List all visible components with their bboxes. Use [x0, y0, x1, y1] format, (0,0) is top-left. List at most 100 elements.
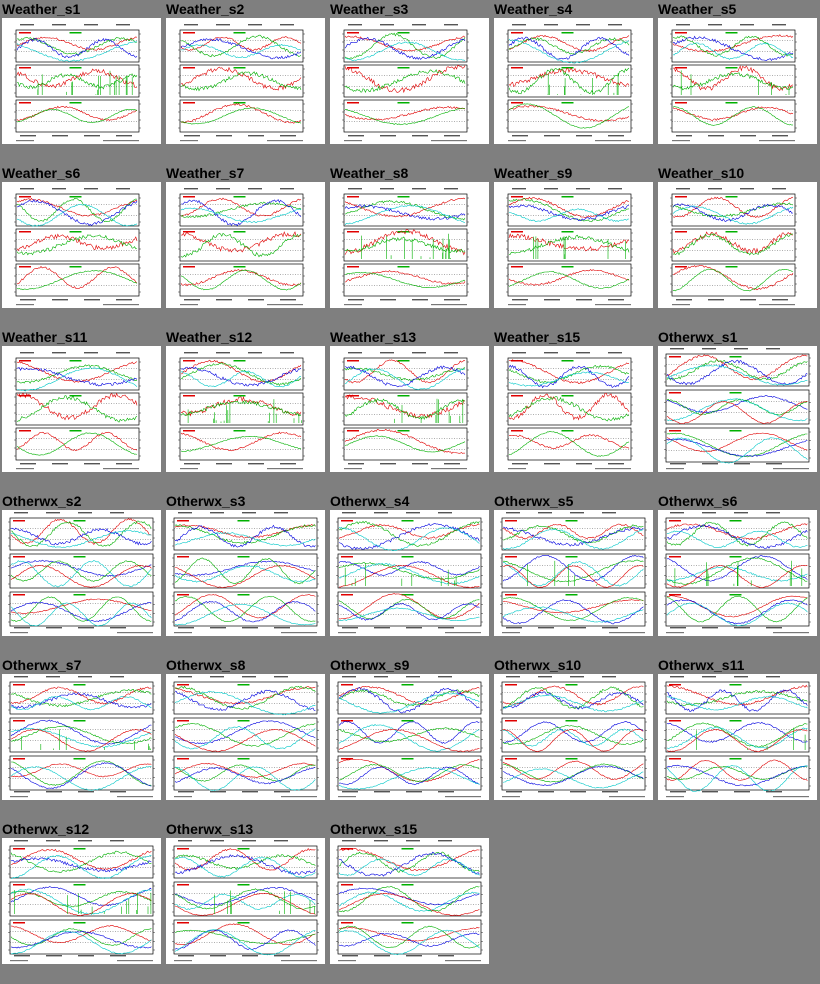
- thumbnail-cell: Weather_s10: [656, 164, 820, 328]
- thumbnail-title: Weather_s13: [330, 329, 417, 345]
- plot-thumbnail-graphic: [658, 182, 817, 308]
- plot-thumbnail[interactable]: [494, 182, 653, 308]
- plot-thumbnail[interactable]: [2, 838, 161, 964]
- plot-thumbnail[interactable]: [330, 346, 489, 472]
- thumbnail-title: Otherwx_s15: [330, 821, 418, 837]
- thumbnail-cell: Weather_s4: [492, 0, 656, 164]
- thumbnail-cell: Weather_s3: [328, 0, 492, 164]
- thumbnail-cell: Weather_s15: [492, 328, 656, 492]
- thumbnail-cell: Otherwx_s13: [164, 820, 328, 984]
- plot-thumbnail-graphic: [2, 18, 161, 144]
- plot-thumbnail-graphic: [166, 346, 325, 472]
- plot-thumbnail-graphic: [330, 674, 489, 800]
- plot-thumbnail[interactable]: [166, 18, 325, 144]
- plot-thumbnail-graphic: [494, 510, 653, 636]
- thumbnail-title: Weather_s8: [330, 165, 409, 181]
- thumbnail-cell: Otherwx_s5: [492, 492, 656, 656]
- plot-thumbnail-graphic: [494, 346, 653, 472]
- plot-thumbnail[interactable]: [166, 346, 325, 472]
- thumbnail-title: Weather_s10: [658, 165, 745, 181]
- plot-thumbnail-graphic: [658, 510, 817, 636]
- thumbnail-cell: Otherwx_s7: [0, 656, 164, 820]
- thumbnail-cell: Otherwx_s9: [328, 656, 492, 820]
- plot-thumbnail[interactable]: [658, 674, 817, 800]
- plot-thumbnail-graphic: [494, 182, 653, 308]
- thumbnail-title: Otherwx_s3: [166, 493, 246, 509]
- thumbnail-title: Weather_s12: [166, 329, 253, 345]
- thumbnail-title: Weather_s11: [2, 329, 88, 345]
- thumbnail-title: Weather_s15: [494, 329, 581, 345]
- plot-thumbnail[interactable]: [2, 674, 161, 800]
- plot-thumbnail[interactable]: [2, 510, 161, 636]
- plot-thumbnail[interactable]: [330, 510, 489, 636]
- plot-thumbnail-graphic: [658, 674, 817, 800]
- plot-thumbnail[interactable]: [494, 346, 653, 472]
- plot-thumbnail-graphic: [330, 182, 489, 308]
- plot-thumbnail[interactable]: [2, 182, 161, 308]
- plot-thumbnail[interactable]: [330, 674, 489, 800]
- thumbnail-title: Weather_s4: [494, 1, 573, 17]
- plot-thumbnail-graphic: [330, 510, 489, 636]
- thumbnail-cell: Weather_s13: [328, 328, 492, 492]
- thumbnail-cell: Otherwx_s11: [656, 656, 820, 820]
- plot-thumbnail[interactable]: [2, 346, 161, 472]
- plot-thumbnail[interactable]: [494, 510, 653, 636]
- thumbnail-cell: Otherwx_s8: [164, 656, 328, 820]
- thumbnail-title: Weather_s3: [330, 1, 409, 17]
- plot-thumbnail[interactable]: [658, 18, 817, 144]
- plot-thumbnail[interactable]: [166, 182, 325, 308]
- plot-thumbnail-graphic: [2, 346, 161, 472]
- plot-thumbnail-graphic: [494, 18, 653, 144]
- thumbnail-cell: Otherwx_s6: [656, 492, 820, 656]
- plot-thumbnail[interactable]: [166, 510, 325, 636]
- thumbnail-title: Weather_s7: [166, 165, 245, 181]
- plot-thumbnail[interactable]: [330, 18, 489, 144]
- thumbnail-cell: Weather_s6: [0, 164, 164, 328]
- thumbnail-title: Otherwx_s2: [2, 493, 82, 509]
- thumbnail-cell: Otherwx_s4: [328, 492, 492, 656]
- thumbnail-cell: Otherwx_s12: [0, 820, 164, 984]
- plot-thumbnail-graphic: [166, 18, 325, 144]
- plot-thumbnail[interactable]: [166, 674, 325, 800]
- thumbnail-cell: Weather_s5: [656, 0, 820, 164]
- thumbnail-cell: Weather_s11: [0, 328, 164, 492]
- thumbnail-cell: Otherwx_s3: [164, 492, 328, 656]
- thumbnail-title: Weather_s5: [658, 1, 737, 17]
- plot-thumbnail[interactable]: [494, 674, 653, 800]
- thumbnail-title: Otherwx_s8: [166, 657, 246, 673]
- thumbnail-cell: Weather_s1: [0, 0, 164, 164]
- thumbnail-title: Otherwx_s1: [658, 329, 738, 345]
- thumbnail-title: Otherwx_s4: [330, 493, 410, 509]
- plot-thumbnail-graphic: [658, 18, 817, 144]
- plot-thumbnail[interactable]: [2, 18, 161, 144]
- thumbnail-cell: Weather_s7: [164, 164, 328, 328]
- plot-thumbnail-graphic: [2, 838, 161, 964]
- thumbnail-title: Otherwx_s13: [166, 821, 254, 837]
- plot-thumbnail-graphic: [166, 674, 325, 800]
- plot-thumbnail[interactable]: [658, 346, 817, 472]
- plot-thumbnail[interactable]: [658, 182, 817, 308]
- plot-thumbnail-graphic: [2, 182, 161, 308]
- thumbnail-cell: Otherwx_s2: [0, 492, 164, 656]
- thumbnail-cell: Weather_s8: [328, 164, 492, 328]
- thumbnail-title: Otherwx_s6: [658, 493, 738, 509]
- thumbnail-cell: Otherwx_s15: [328, 820, 492, 984]
- plot-thumbnail-graphic: [494, 674, 653, 800]
- plot-thumbnail-graphic: [166, 182, 325, 308]
- plot-thumbnail[interactable]: [330, 838, 489, 964]
- plot-thumbnail-graphic: [2, 674, 161, 800]
- plot-thumbnail-graphic: [330, 838, 489, 964]
- plot-thumbnail[interactable]: [330, 182, 489, 308]
- thumbnail-title: Otherwx_s9: [330, 657, 410, 673]
- plot-thumbnail[interactable]: [494, 18, 653, 144]
- plot-thumbnail[interactable]: [166, 838, 325, 964]
- thumbnail-title: Otherwx_s12: [2, 821, 90, 837]
- plot-thumbnail-graphic: [330, 346, 489, 472]
- plot-thumbnail-graphic: [166, 510, 325, 636]
- thumbnail-title: Weather_s1: [2, 1, 81, 17]
- thumbnail-cell: Otherwx_s1: [656, 328, 820, 492]
- thumbnail-title: Otherwx_s7: [2, 657, 82, 673]
- plot-thumbnail[interactable]: [658, 510, 817, 636]
- thumbnail-title: Weather_s6: [2, 165, 81, 181]
